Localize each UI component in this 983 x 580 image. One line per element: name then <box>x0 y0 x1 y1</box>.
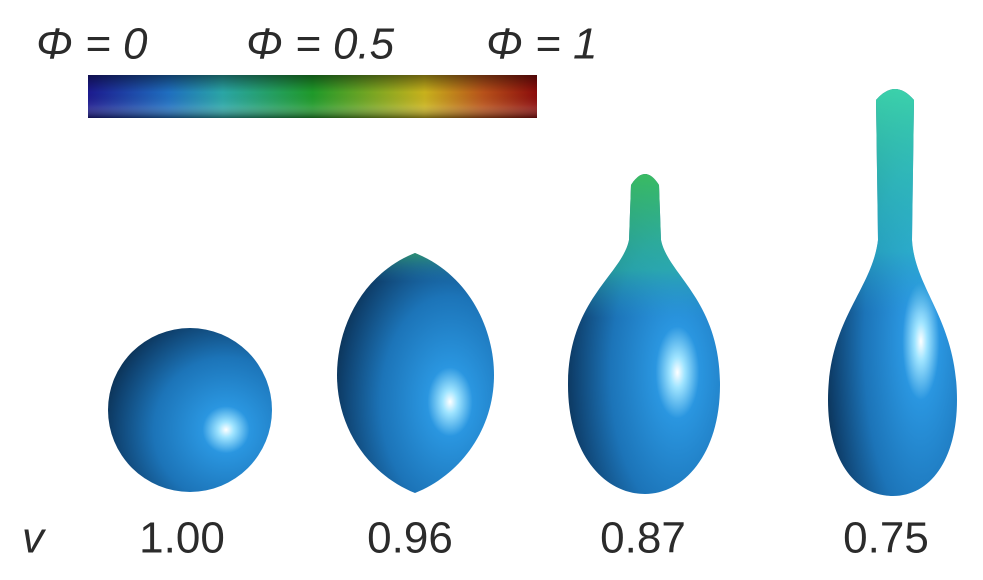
vesicle <box>568 174 720 494</box>
colorbar-shade <box>88 75 537 118</box>
colorbar-label: Φ = 0.5 <box>246 20 395 69</box>
colorbar-label: Φ = 1 <box>486 20 597 69</box>
row-label: v <box>22 514 47 563</box>
shape-label: 1.00 <box>139 514 225 563</box>
shape-label: 0.96 <box>367 514 453 563</box>
vesicle <box>337 253 494 493</box>
shape-label: 0.75 <box>843 514 929 563</box>
vesicle <box>108 328 272 492</box>
shape-label: 0.87 <box>600 514 686 563</box>
vesicle <box>828 89 957 496</box>
colorbar-label: Φ = 0 <box>36 20 148 69</box>
